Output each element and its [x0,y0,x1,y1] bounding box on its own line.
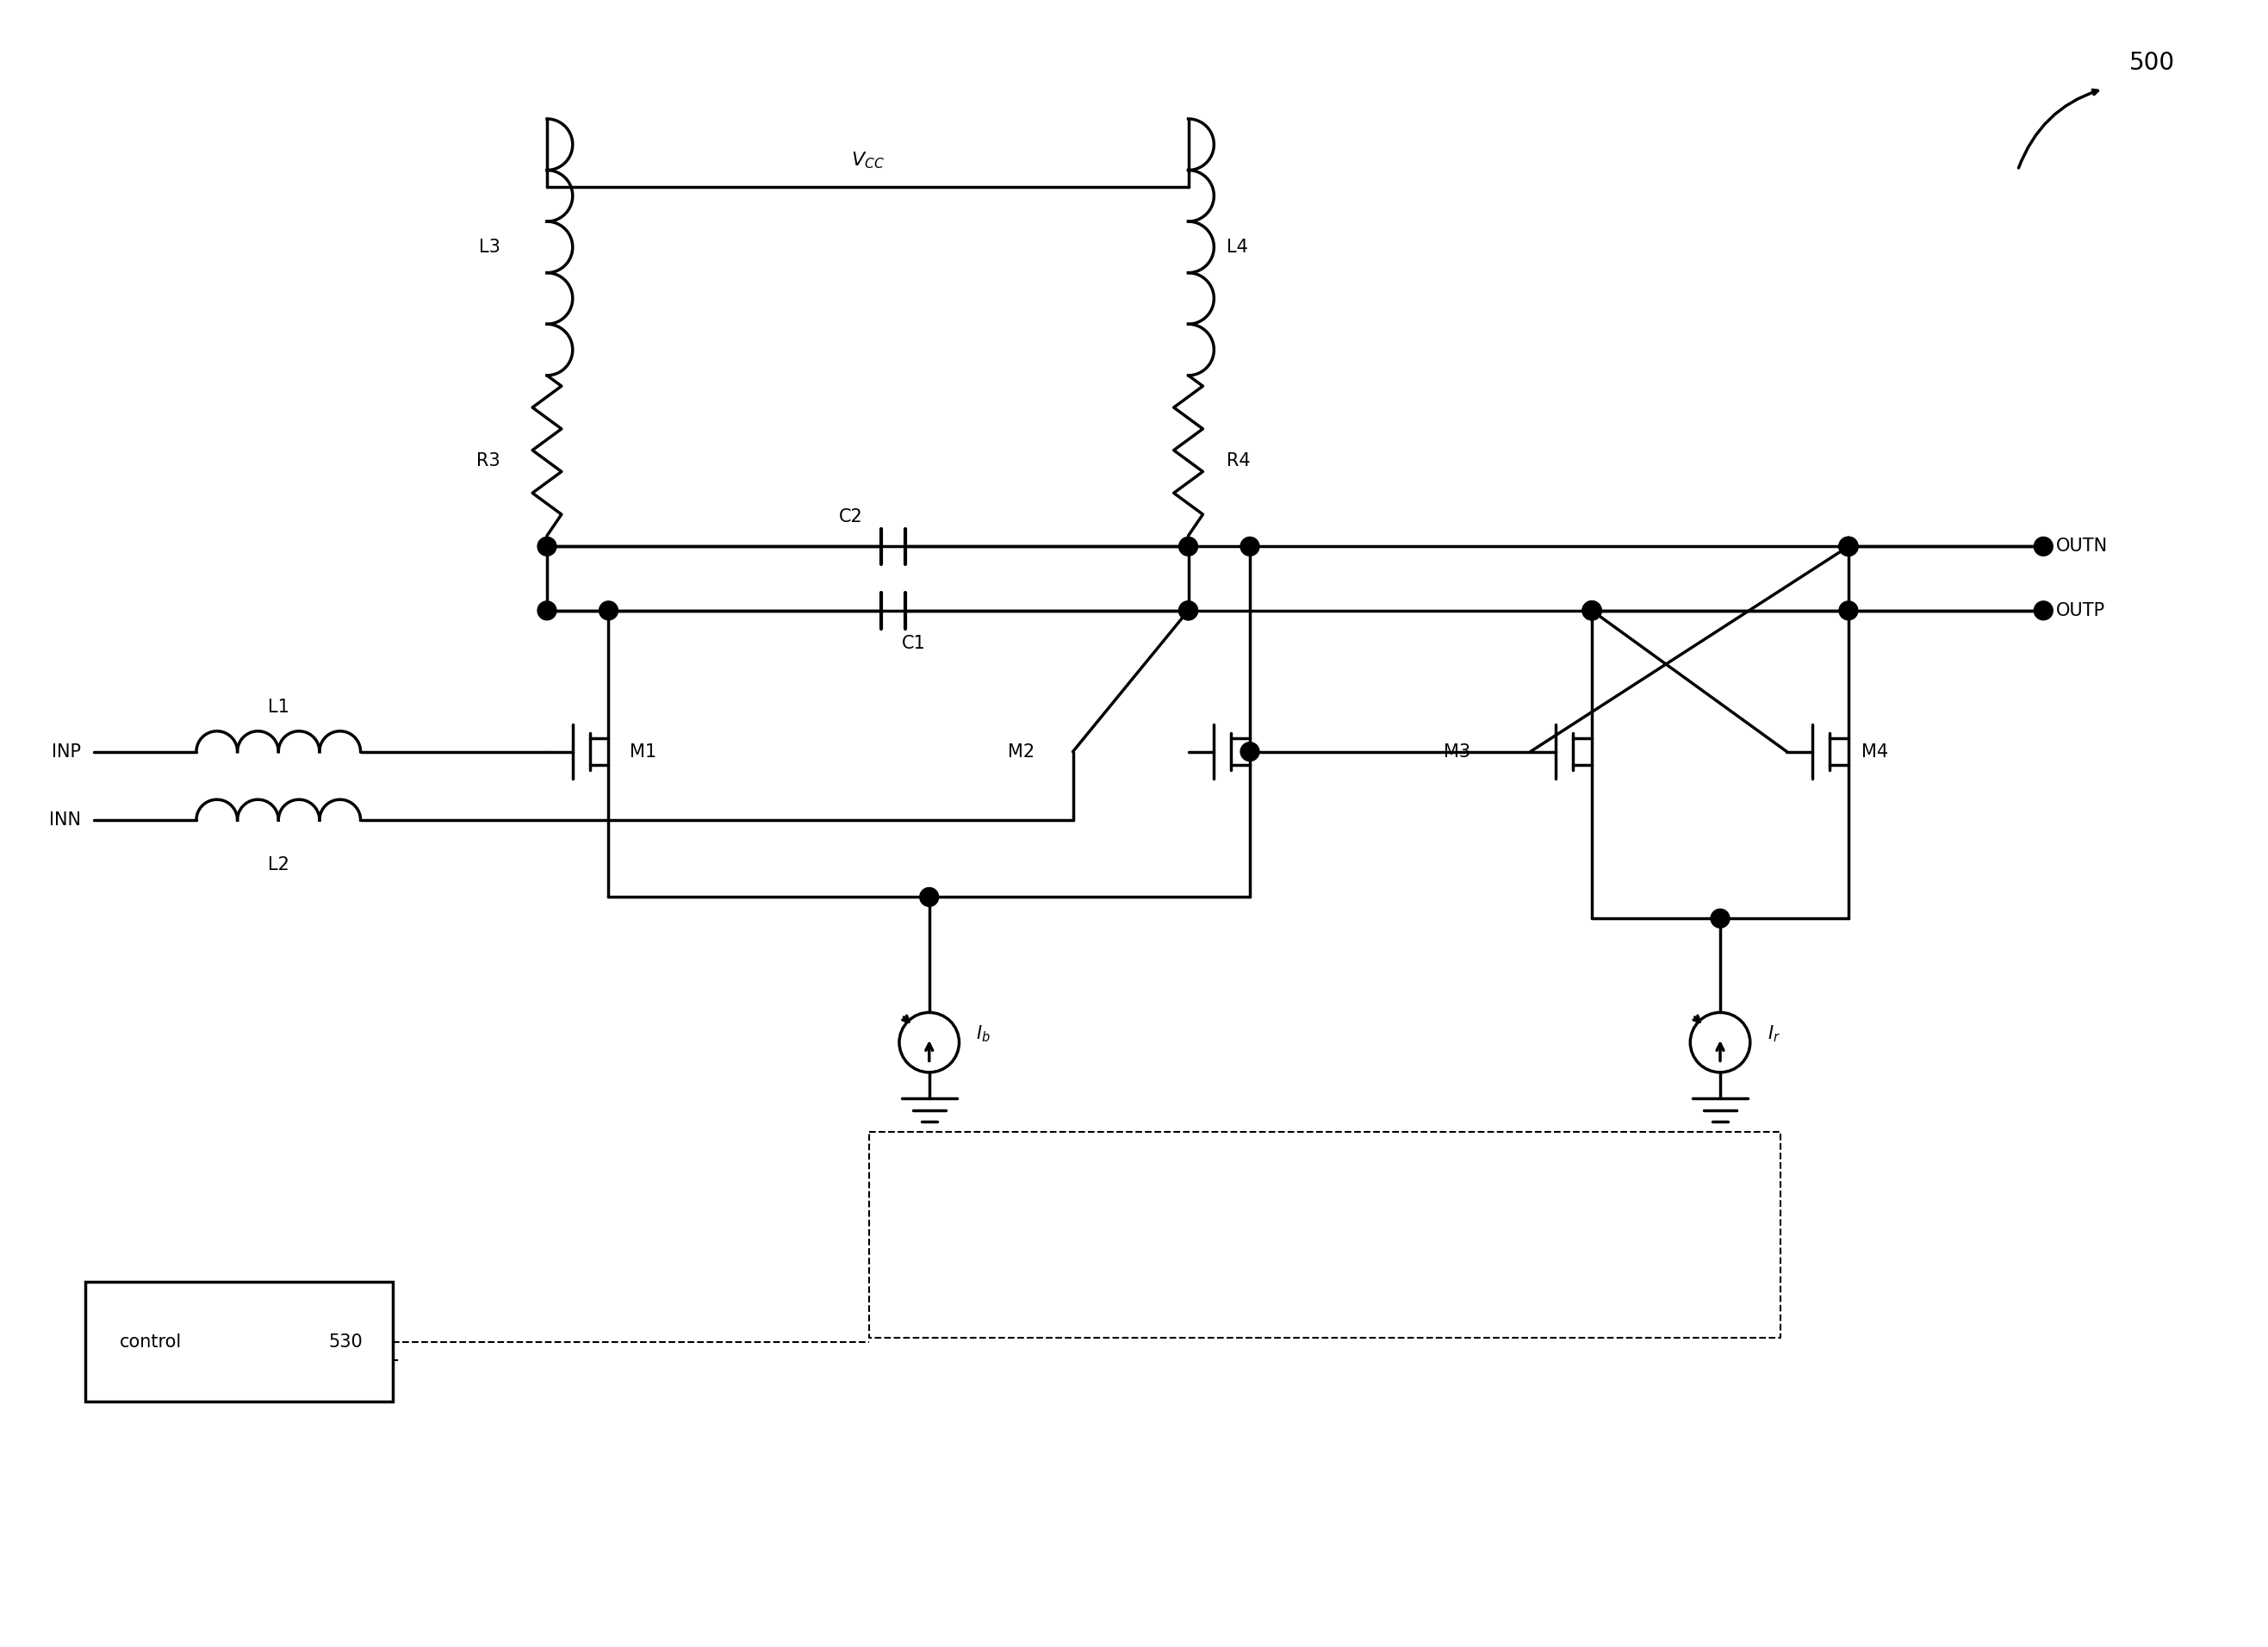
Text: OUTP: OUTP [2057,601,2105,619]
Circle shape [1839,537,1857,555]
Text: R3: R3 [476,453,499,469]
Circle shape [1179,601,1198,619]
Text: INN: INN [50,812,82,828]
Text: L2: L2 [268,856,288,873]
Circle shape [2034,601,2053,619]
Circle shape [921,888,939,906]
Text: L3: L3 [479,239,499,255]
Circle shape [1583,601,1601,619]
Text: C2: C2 [839,507,862,525]
Circle shape [1179,537,1198,555]
Circle shape [599,601,617,619]
Circle shape [1710,909,1730,927]
Circle shape [1241,537,1259,555]
Text: INP: INP [52,743,82,761]
Text: L4: L4 [1227,239,1247,255]
Text: M1: M1 [631,743,658,761]
Circle shape [1241,743,1259,761]
Circle shape [538,537,556,555]
Text: $I_b$: $I_b$ [975,1024,991,1044]
Text: OUTN: OUTN [2057,539,2107,555]
Circle shape [1839,601,1857,619]
Text: C1: C1 [903,634,925,652]
FancyBboxPatch shape [86,1281,392,1402]
Text: M3: M3 [1445,743,1470,761]
Text: 530: 530 [329,1332,363,1351]
Text: M2: M2 [1007,743,1034,761]
Text: R4: R4 [1227,453,1250,469]
Text: M4: M4 [1862,743,1887,761]
Circle shape [538,601,556,619]
Circle shape [1583,601,1601,619]
Text: $V_{CC}$: $V_{CC}$ [850,150,885,170]
Circle shape [1839,537,1857,555]
Circle shape [1839,537,1857,555]
Text: L1: L1 [268,698,288,716]
Text: 500: 500 [2130,51,2175,74]
Circle shape [1839,537,1857,555]
Circle shape [1583,601,1601,619]
Circle shape [1583,601,1601,619]
Circle shape [2034,537,2053,555]
Circle shape [1179,601,1198,619]
Text: $I_r$: $I_r$ [1767,1024,1780,1044]
Text: control: control [120,1332,181,1351]
